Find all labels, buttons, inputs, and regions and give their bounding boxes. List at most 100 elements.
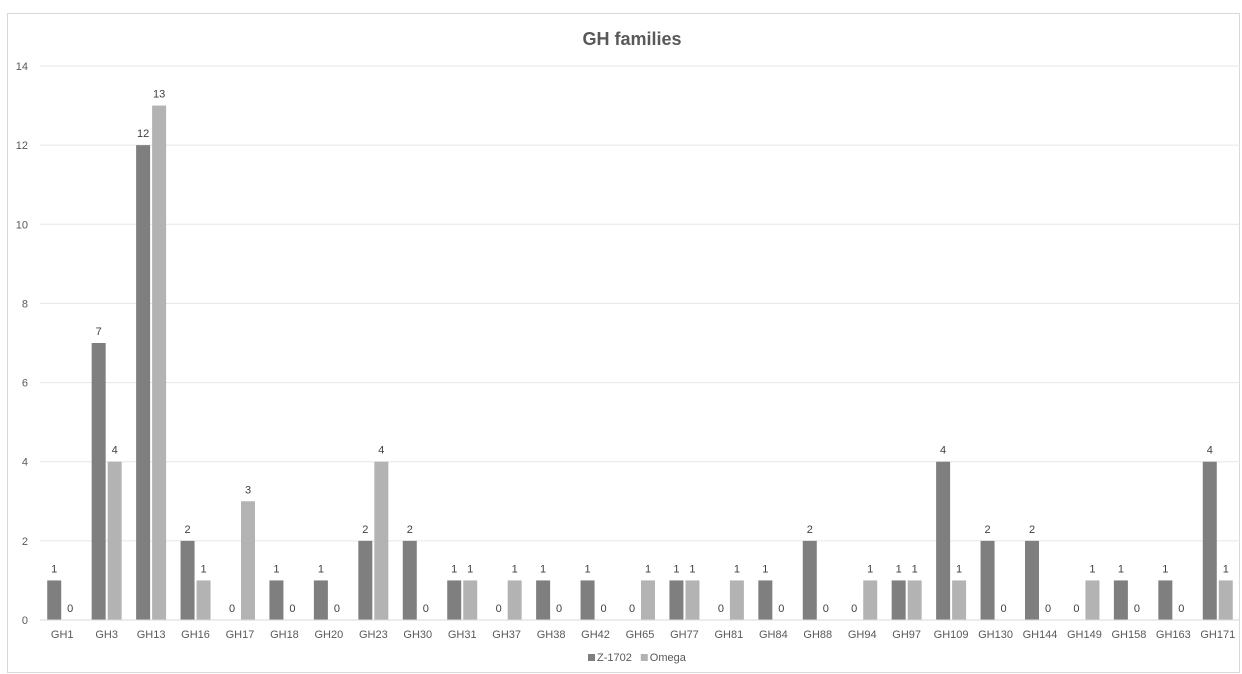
x-tick-label: GH84 bbox=[759, 629, 788, 641]
bar-z-1702-gh38 bbox=[536, 580, 551, 620]
data-label: 2 bbox=[984, 524, 990, 536]
bar-z-1702-gh109 bbox=[936, 461, 951, 620]
data-label: 0 bbox=[556, 603, 562, 615]
y-tick-label: 2 bbox=[22, 536, 28, 548]
bar-z-1702-gh1 bbox=[47, 580, 62, 620]
data-label: 0 bbox=[823, 603, 829, 615]
x-tick-label: GH158 bbox=[1111, 629, 1146, 641]
data-label: 1 bbox=[734, 563, 740, 575]
data-label: 1 bbox=[645, 563, 651, 575]
data-label: 1 bbox=[1118, 563, 1124, 575]
data-label: 12 bbox=[137, 128, 149, 140]
legend-swatch-1 bbox=[640, 654, 648, 661]
data-label: 0 bbox=[600, 603, 606, 615]
data-label: 0 bbox=[229, 603, 235, 615]
data-label: 0 bbox=[423, 603, 429, 615]
x-tick-label: GH20 bbox=[315, 629, 344, 641]
data-label: 0 bbox=[1178, 603, 1184, 615]
y-tick-label: 4 bbox=[22, 457, 28, 469]
x-tick-label: GH1 bbox=[51, 629, 74, 641]
data-label: 4 bbox=[1207, 445, 1213, 457]
x-tick-label: GH37 bbox=[492, 629, 521, 641]
bars bbox=[47, 105, 1233, 621]
x-tick-label: GH42 bbox=[581, 629, 610, 641]
y-tick-label: 14 bbox=[16, 61, 28, 73]
data-label: 0 bbox=[778, 603, 784, 615]
data-label: 1 bbox=[956, 563, 962, 575]
data-label: 1 bbox=[1089, 563, 1095, 575]
x-tick-label: GH16 bbox=[181, 629, 210, 641]
x-tick-label: GH38 bbox=[537, 629, 566, 641]
x-tick-label: GH77 bbox=[670, 629, 699, 641]
data-label: 0 bbox=[67, 603, 73, 615]
bar-z-1702-gh158 bbox=[1113, 580, 1128, 620]
data-label: 1 bbox=[584, 563, 590, 575]
bar-omega-gh65 bbox=[641, 580, 655, 620]
data-label: 1 bbox=[51, 563, 57, 575]
bar-omega-gh77 bbox=[685, 580, 700, 620]
data-label: 2 bbox=[807, 524, 813, 536]
y-tick-label: 10 bbox=[16, 219, 28, 231]
y-axis-ticks: 0 2 4 6 8 10 12 14 bbox=[16, 61, 28, 627]
data-label: 0 bbox=[1000, 603, 1006, 615]
x-tick-label: GH163 bbox=[1156, 629, 1191, 641]
legend-label: Omega bbox=[650, 652, 687, 664]
data-label: 3 bbox=[245, 484, 251, 496]
data-label: 1 bbox=[762, 563, 768, 575]
bar-z-1702-gh23 bbox=[358, 540, 373, 620]
data-label: 0 bbox=[496, 603, 502, 615]
bar-z-1702-gh30 bbox=[402, 540, 417, 620]
x-tick-label: GH30 bbox=[403, 629, 432, 641]
data-label: 0 bbox=[851, 603, 857, 615]
x-tick-label: GH13 bbox=[137, 629, 166, 641]
bar-z-1702-gh31 bbox=[447, 580, 462, 620]
bar-omega-gh149 bbox=[1085, 580, 1100, 620]
bar-z-1702-gh163 bbox=[1158, 580, 1173, 620]
x-tick-label: GH94 bbox=[848, 629, 877, 641]
x-tick-label: GH130 bbox=[978, 629, 1013, 641]
data-label: 0 bbox=[1073, 603, 1079, 615]
x-tick-label: GH88 bbox=[803, 629, 832, 641]
bar-omega-gh97 bbox=[907, 580, 922, 620]
bar-z-1702-gh130 bbox=[980, 540, 995, 620]
bar-omega-gh81 bbox=[729, 580, 744, 620]
x-tick-label: GH109 bbox=[934, 629, 969, 641]
bar-z-1702-gh13 bbox=[136, 145, 151, 620]
data-label: 1 bbox=[673, 563, 679, 575]
x-tick-label: GH18 bbox=[270, 629, 299, 641]
x-tick-label: GH171 bbox=[1200, 629, 1235, 641]
bar-z-1702-gh16 bbox=[180, 540, 195, 620]
data-label: 4 bbox=[378, 445, 384, 457]
chart-frame bbox=[7, 13, 1240, 673]
bar-omega-gh16 bbox=[196, 580, 211, 620]
y-tick-label: 0 bbox=[22, 615, 28, 627]
data-label: 1 bbox=[540, 563, 546, 575]
bar-z-1702-gh20 bbox=[313, 580, 328, 620]
legend-label: Z-1702 bbox=[597, 652, 632, 664]
x-tick-label: GH144 bbox=[1023, 629, 1058, 641]
data-label: 0 bbox=[629, 603, 635, 615]
data-label: 1 bbox=[451, 563, 457, 575]
bar-omega-gh94 bbox=[863, 580, 878, 620]
bar-omega-gh109 bbox=[952, 580, 967, 620]
data-label: 0 bbox=[334, 603, 340, 615]
x-axis-ticks: GH1 GH3 GH13 GH16 GH17 GH18 GH20 GH23 GH30 GH31 GH… bbox=[51, 629, 1235, 641]
data-label: 0 bbox=[289, 603, 295, 615]
bar-omega-gh171 bbox=[1218, 580, 1233, 620]
data-label: 2 bbox=[1029, 524, 1035, 536]
data-label: 1 bbox=[200, 563, 206, 575]
data-label: 1 bbox=[867, 563, 873, 575]
data-label: 4 bbox=[112, 445, 118, 457]
x-tick-label: GH17 bbox=[226, 629, 255, 641]
bar-omega-gh3 bbox=[107, 461, 122, 620]
bar-z-1702-gh3 bbox=[91, 343, 106, 620]
bar-z-1702-gh18 bbox=[269, 580, 284, 620]
bar-z-1702-gh88 bbox=[802, 540, 817, 620]
bar-z-1702-gh84 bbox=[758, 580, 773, 620]
data-label: 1 bbox=[467, 563, 473, 575]
data-label: 1 bbox=[689, 563, 695, 575]
data-label: 0 bbox=[718, 603, 724, 615]
data-label: 13 bbox=[153, 89, 165, 101]
